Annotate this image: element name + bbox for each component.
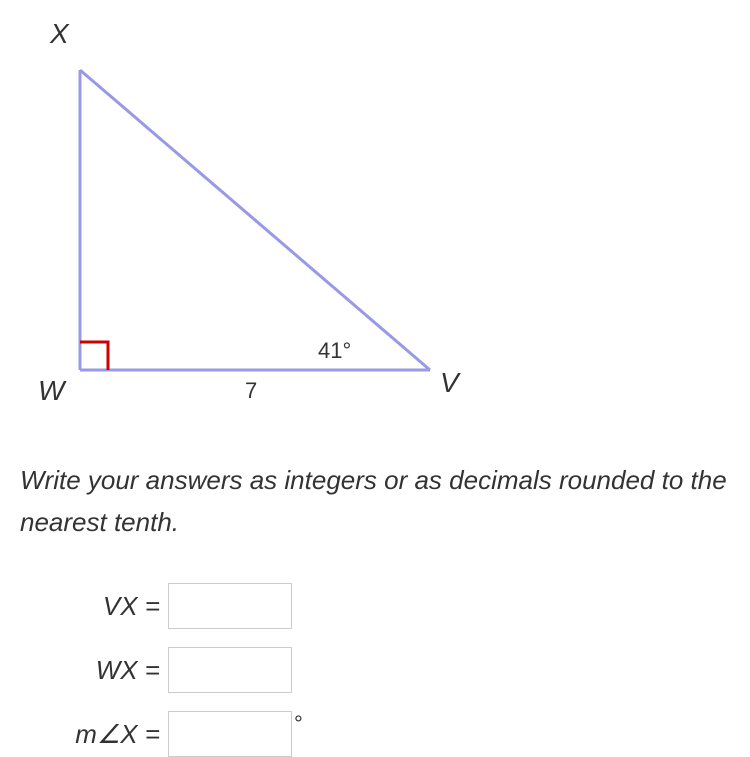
right-angle-marker — [80, 342, 108, 370]
answer-input-angle-x[interactable] — [168, 711, 292, 757]
side-label-wv: 7 — [245, 378, 257, 404]
answer-label-vx: VX = — [50, 591, 160, 622]
triangle-svg — [20, 20, 470, 420]
angle-label-v: 41° — [318, 338, 351, 364]
answer-input-vx[interactable] — [168, 583, 292, 629]
vertex-label-v: V — [440, 367, 459, 399]
instruction-text: Write your answers as integers or as dec… — [20, 460, 730, 543]
answer-row-vx: VX = — [20, 583, 730, 629]
answer-label-wx: WX = — [50, 655, 160, 686]
answer-label-angle-x: m∠X = — [50, 719, 160, 750]
answer-unit-angle-x: ° — [294, 711, 303, 737]
vertex-label-w: W — [38, 375, 64, 407]
answers-section: VX = WX = m∠X = ° — [20, 583, 730, 757]
side-xv — [80, 70, 430, 370]
triangle-diagram: X W V 41° 7 — [20, 20, 470, 420]
answer-row-wx: WX = — [20, 647, 730, 693]
vertex-label-x: X — [50, 18, 69, 50]
answer-input-wx[interactable] — [168, 647, 292, 693]
answer-row-angle-x: m∠X = ° — [20, 711, 730, 757]
